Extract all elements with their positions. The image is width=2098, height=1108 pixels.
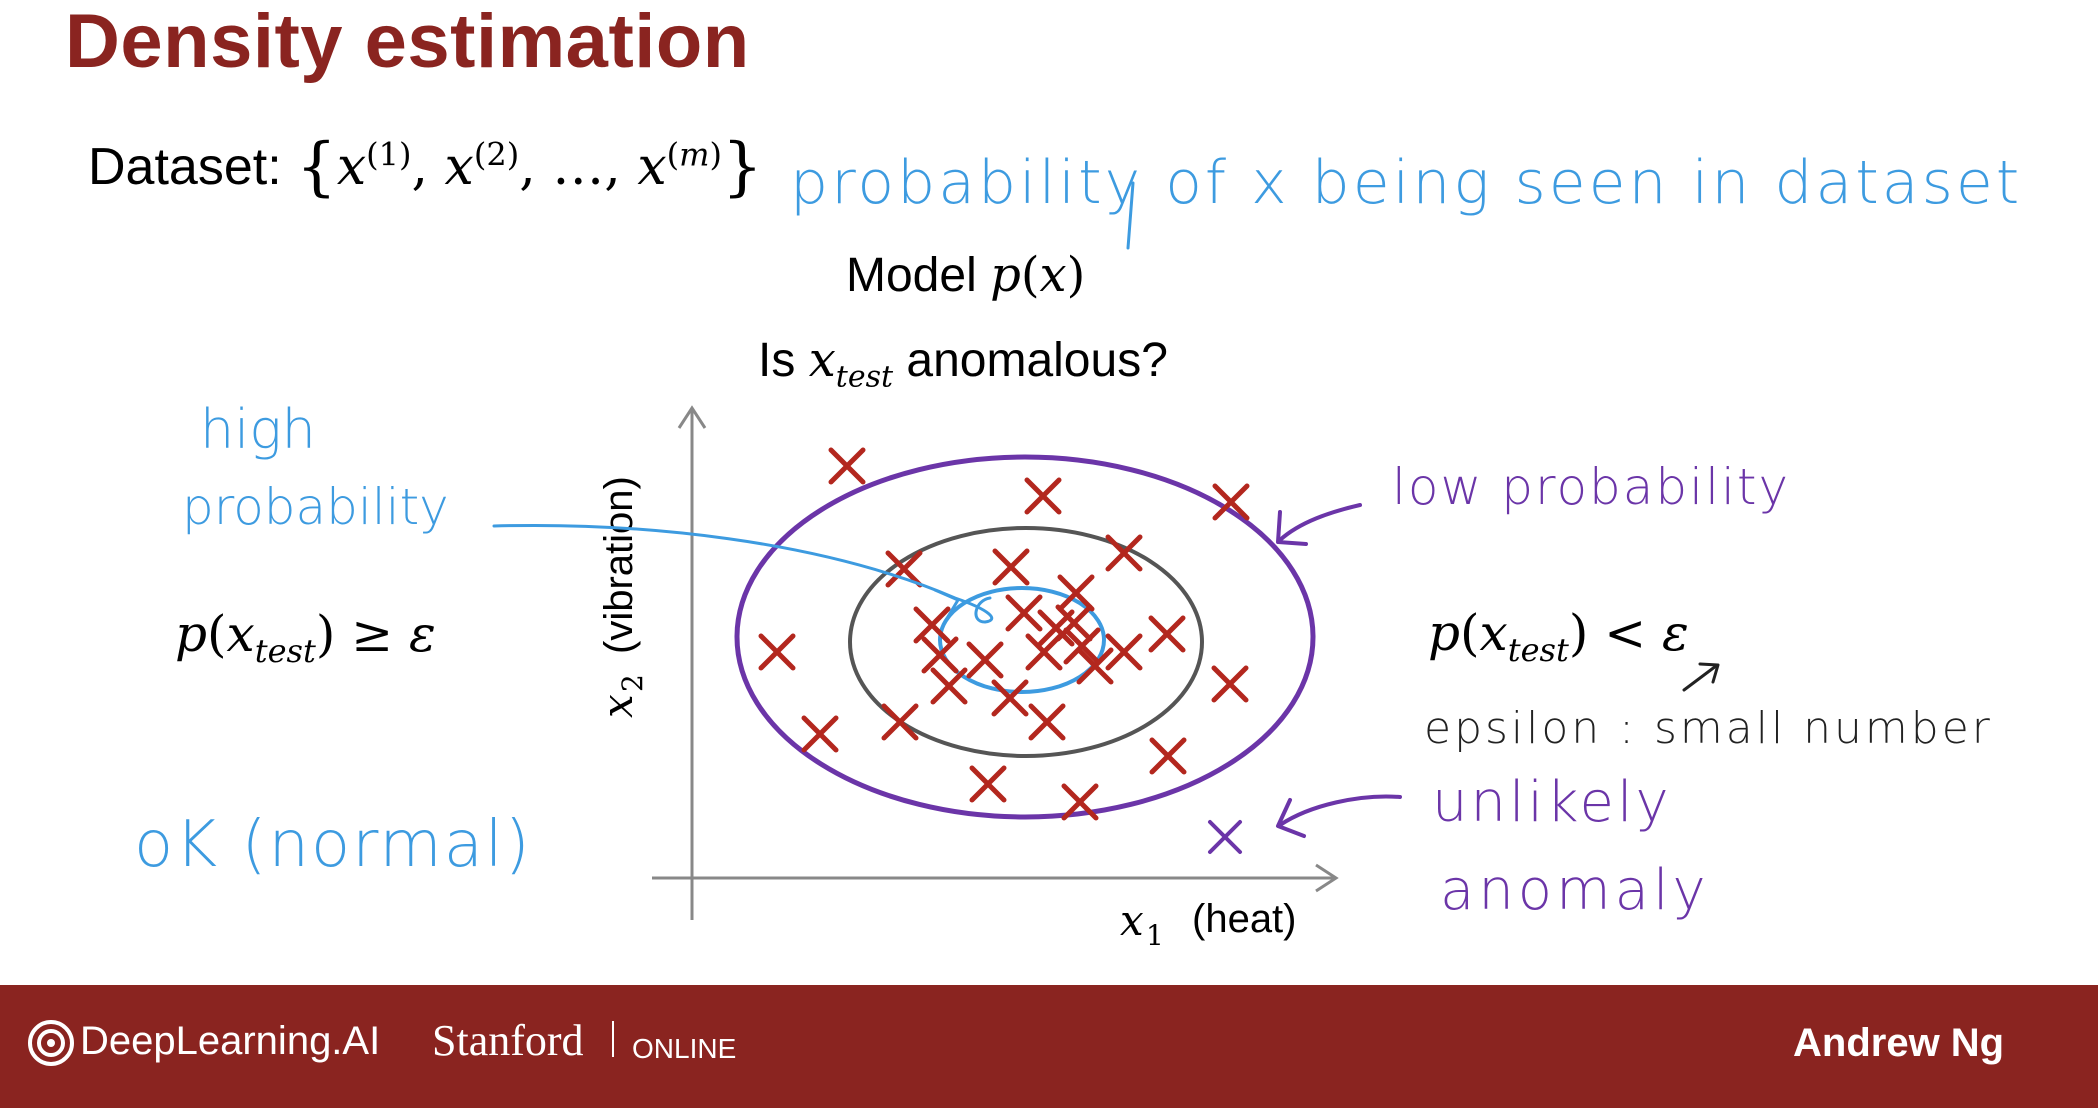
- high-prob-arrowhead: [933, 588, 960, 622]
- inner-blue-contour: [938, 586, 1106, 694]
- data-point-marker: [1105, 633, 1143, 671]
- formula-low: p(xtest) < ε: [1428, 604, 1689, 669]
- question-prefix: Is: [758, 334, 796, 387]
- anomaly-marker: [1208, 820, 1242, 854]
- question-suffix: anomalous?: [906, 334, 1168, 387]
- data-point-marker: [991, 679, 1029, 717]
- dataset-line: Dataset: {x(1), x(2), …, x(m)}: [88, 130, 763, 204]
- annotation-ok-normal: oK (normal): [134, 808, 532, 882]
- data-point-marker: [921, 636, 959, 674]
- data-point-marker: [966, 641, 1004, 679]
- x1-axis-label: x 1 (heat): [1120, 896, 1297, 952]
- footer-stanford: Stanford: [432, 1016, 584, 1065]
- data-point-marker: [758, 633, 796, 671]
- data-point-marker: [828, 447, 866, 485]
- model-line: Model p(x): [846, 247, 1086, 303]
- data-point-marker: [1061, 783, 1099, 821]
- outer-purple-contour: [734, 454, 1316, 820]
- footer-bar: DeepLearning.AI Stanford ONLINE Andrew N…: [0, 985, 2098, 1108]
- svg-text:1: 1: [1146, 919, 1164, 952]
- data-point-marker: [1149, 737, 1187, 775]
- data-point-marker: [930, 667, 968, 705]
- data-point-marker: [1005, 594, 1043, 632]
- question-line: Is xtest anomalous?: [758, 332, 1168, 395]
- scatter-plot: x 1 (heat) x 2 (vibration): [492, 181, 1720, 952]
- data-point-marker: [1105, 534, 1143, 572]
- data-point-marker: [913, 606, 951, 644]
- footer-brand: DeepLearning.AI: [80, 1019, 381, 1063]
- data-point-marker: [1028, 703, 1066, 741]
- data-markers: [758, 447, 1250, 821]
- low-prob-arrowhead: [1276, 510, 1308, 546]
- plot-axes: [652, 405, 1339, 920]
- formula-high: p(xtest) ≥ ε: [175, 605, 436, 670]
- middle-gray-contour: [848, 526, 1204, 758]
- x2-axis-text: (vibration): [597, 476, 641, 654]
- annotation-anomaly: anomaly: [1440, 858, 1710, 923]
- prob-seen-tick: [1126, 181, 1135, 250]
- epsilon-pointer-head: [1698, 662, 1720, 684]
- annotation-high-1: high: [200, 398, 316, 461]
- x-axis-arrow: [1315, 863, 1339, 893]
- annotation-epsilon: epsilon : small number: [1424, 703, 1993, 754]
- data-point-marker: [992, 548, 1030, 586]
- x2-axis-label: x 2 (vibration): [593, 476, 649, 718]
- annotation-unlikely: unlikely: [1432, 770, 1672, 835]
- data-point-marker: [1057, 574, 1095, 612]
- model-label: Model: [846, 249, 977, 302]
- data-point-marker: [881, 703, 919, 741]
- annotation-strokes: [492, 181, 1720, 838]
- data-point-marker: [1148, 615, 1186, 653]
- slide: Density estimation Dataset: {x(1), x(2),…: [65, 0, 2023, 952]
- unlikely-arrowhead: [1276, 798, 1306, 838]
- y-axis-arrow: [677, 405, 707, 429]
- svg-text:2: 2: [616, 674, 649, 692]
- data-point-marker: [1025, 633, 1063, 671]
- data-point-marker: [1063, 627, 1101, 665]
- footer-author: Andrew Ng: [1793, 1021, 2005, 1065]
- svg-text:x: x: [1120, 896, 1144, 945]
- dataset-set: {: [296, 130, 337, 204]
- epsilon-pointer: [1682, 664, 1718, 692]
- data-point-marker: [969, 765, 1007, 803]
- deeplearning-logo-icon: [28, 1020, 74, 1066]
- annotation-high-2: probability: [182, 478, 449, 536]
- unlikely-arrow: [1278, 794, 1402, 827]
- model-formula: p: [990, 247, 1021, 303]
- x1-axis-text: (heat): [1192, 897, 1297, 941]
- annotation-low-prob: low probability: [1392, 458, 1791, 516]
- data-point-marker: [1076, 647, 1114, 685]
- data-point-marker: [801, 715, 839, 753]
- footer-divider: [612, 1021, 614, 1057]
- data-point-marker: [885, 550, 923, 588]
- svg-text:x: x: [593, 694, 642, 718]
- slide-title: Density estimation: [65, 0, 750, 84]
- data-point-marker: [1211, 665, 1249, 703]
- footer-online: ONLINE: [632, 1033, 737, 1064]
- data-point-marker: [1037, 609, 1075, 647]
- data-point-marker: [1024, 477, 1062, 515]
- data-point-marker: [1212, 483, 1250, 521]
- low-prob-arrow: [1278, 503, 1362, 542]
- annotation-prob-seen: probability of x being seen in dataset: [790, 148, 2023, 218]
- dataset-label: Dataset:: [88, 138, 282, 196]
